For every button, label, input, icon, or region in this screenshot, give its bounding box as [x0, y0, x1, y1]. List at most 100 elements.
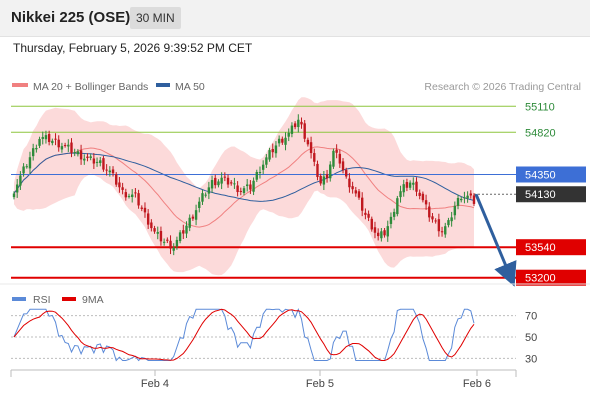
level-label-box [516, 166, 586, 183]
candle-body [245, 184, 249, 187]
candle-body [134, 192, 137, 194]
candle-body [252, 180, 255, 192]
candle-body [255, 171, 258, 180]
candle-body [239, 190, 243, 192]
candle-body [172, 247, 175, 251]
candle-body [230, 182, 233, 184]
candle-body [166, 239, 169, 241]
candle-body [201, 193, 204, 202]
ma50-legend-swatch [156, 83, 170, 87]
candle-body [51, 140, 54, 144]
candle-body [159, 230, 163, 242]
candle-body [303, 123, 306, 139]
candle-body [226, 177, 230, 185]
ma50-legend-label: MA 50 [175, 81, 205, 93]
candle-body [79, 150, 83, 160]
candle-body [274, 145, 278, 154]
ma20-legend-swatch [12, 83, 28, 87]
candle-body [258, 171, 262, 174]
candle-body [265, 157, 268, 165]
candle-body [92, 158, 96, 164]
candle-body [376, 232, 380, 237]
candle-body [261, 164, 265, 170]
candle-body [89, 156, 92, 158]
candle-body [469, 193, 473, 196]
rsi-ma-legend-label: 9MA [82, 294, 104, 306]
candle-body [95, 161, 99, 163]
level-label-box [516, 186, 586, 203]
candle-body [408, 182, 412, 188]
candle-body [12, 193, 16, 198]
candle-body [25, 166, 28, 168]
candle-body [431, 216, 434, 220]
candle-body [204, 194, 207, 196]
copyright-note: Research © 2026 Trading Central [424, 81, 581, 93]
candle-body [178, 232, 182, 242]
candle-body [118, 182, 121, 188]
candle-body [194, 210, 198, 220]
candle-body [281, 138, 284, 143]
candle-body [130, 194, 134, 198]
timeframe-button[interactable]: 30 MIN [130, 7, 181, 29]
candle-body [223, 176, 227, 178]
candle-body [392, 211, 396, 217]
candle-body [354, 190, 358, 194]
candle-body [386, 226, 389, 237]
time-label-feb5: Feb 5 [306, 378, 334, 390]
chart-header: Nikkei 225 (OSE) 30 MIN [0, 0, 590, 37]
candle-body [150, 222, 153, 229]
candle-body [460, 198, 463, 201]
candle-body [383, 230, 386, 236]
candle-body [22, 166, 25, 174]
rsi-legend-swatch [12, 297, 26, 301]
candle-body [99, 160, 102, 164]
candle-body [329, 164, 332, 179]
candle-body [440, 231, 444, 233]
candle-body [242, 188, 246, 193]
candle-body [373, 227, 377, 233]
candle-body [402, 184, 405, 193]
rsi-legend-label: RSI [33, 294, 51, 306]
candle-body [405, 182, 409, 188]
candle-body [86, 156, 89, 158]
candle-body [341, 161, 345, 171]
rsi-ma-legend-swatch [62, 297, 76, 301]
candle-body [57, 139, 60, 148]
candle-body [345, 170, 348, 177]
candle-body [357, 191, 361, 198]
rsi-tick-label: 50 [525, 332, 537, 344]
candle-body [424, 200, 428, 205]
candle-body [287, 132, 290, 137]
candle-body [70, 142, 73, 153]
candle-body [169, 240, 172, 249]
candle-body [335, 149, 338, 153]
level-label-resistance: 54820 [525, 127, 556, 139]
candle-body [271, 149, 274, 153]
candle-body [35, 147, 38, 150]
candle-body [28, 157, 32, 169]
candle-body [115, 174, 118, 185]
candle-body [156, 232, 159, 234]
candle-body [67, 144, 70, 147]
candle-body [351, 186, 354, 190]
candle-body [367, 213, 370, 218]
candle-body [418, 192, 421, 196]
candle-body [309, 142, 313, 154]
candle-body [325, 174, 329, 179]
candle-body [121, 187, 124, 190]
candle-body [313, 153, 316, 162]
candle-body [19, 175, 22, 186]
level-label-box [516, 239, 586, 256]
candle-body [306, 139, 310, 145]
ma50-line [13, 152, 475, 202]
candle-body [41, 137, 44, 139]
level-label-resistance: 55110 [525, 101, 555, 113]
rsi-tick-label: 30 [525, 353, 537, 365]
instrument-title: Nikkei 225 (OSE) [11, 9, 131, 26]
level-label-support: 53540 [525, 242, 556, 254]
time-label-feb4: Feb 4 [141, 378, 169, 390]
candle-body [415, 181, 418, 192]
candle-body [15, 184, 19, 193]
candle-body [108, 170, 112, 173]
candle-body [236, 185, 239, 193]
